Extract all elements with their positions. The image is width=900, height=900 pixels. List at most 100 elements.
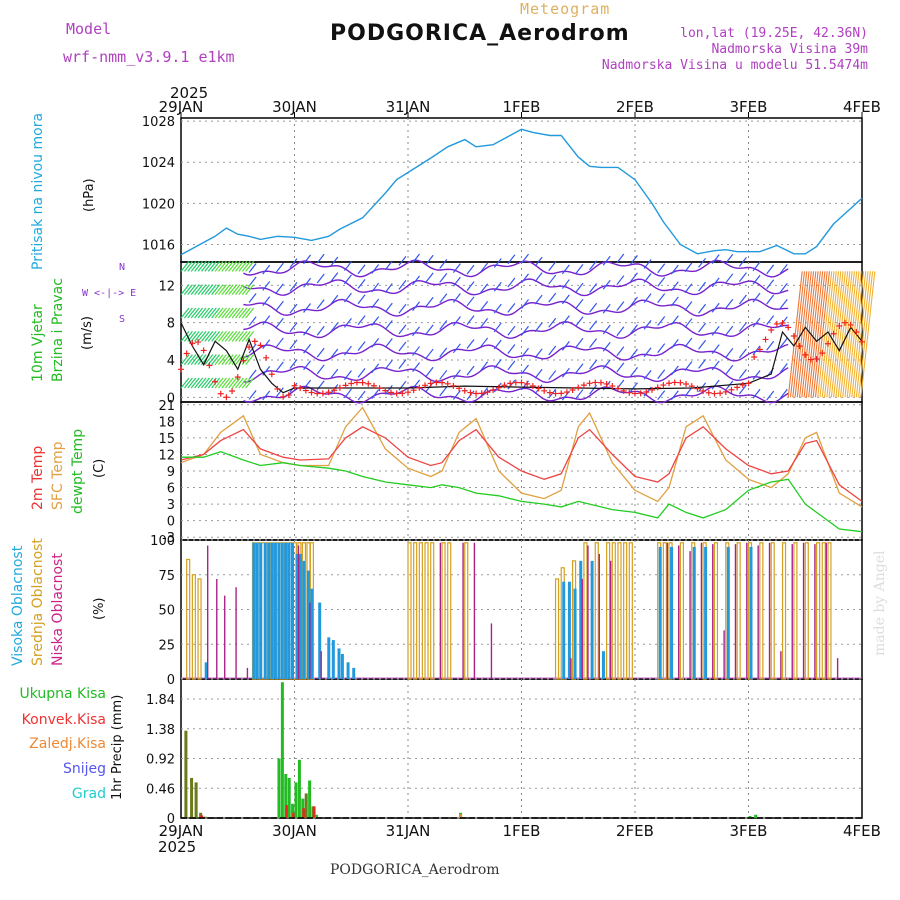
wind-barb	[602, 303, 611, 314]
wind-barb	[534, 272, 543, 283]
wind-barb	[684, 301, 693, 311]
wind-speed-marker	[405, 389, 411, 396]
wind-barb	[711, 325, 720, 336]
wind-barb	[766, 340, 775, 351]
wind-speed-marker	[359, 379, 366, 386]
coords-text: lon,lat (19.25E, 42.36N)	[680, 26, 868, 41]
wind-barb	[725, 364, 734, 375]
wind-barb	[357, 264, 366, 275]
wind-speed-marker	[387, 389, 394, 396]
cloud-high-bar	[255, 542, 259, 679]
ytick-temp: 12	[158, 448, 175, 463]
wind-barb	[779, 263, 788, 274]
wind-barb-green	[228, 284, 238, 296]
wind-speed-marker	[722, 388, 729, 395]
wind-speed-marker	[274, 385, 281, 392]
wind-speed-marker	[739, 381, 746, 388]
wind-speed-marker	[195, 339, 202, 346]
cloud-mid-bar	[606, 542, 611, 680]
wind-barb	[548, 388, 557, 399]
wind-speed-marker	[836, 322, 843, 329]
wind-barb	[657, 263, 666, 274]
cloud-high-bar	[352, 667, 356, 679]
wind-barb	[398, 380, 407, 391]
wind-barb	[343, 388, 352, 399]
wind-barb	[384, 384, 393, 395]
time-label-bottom: 3FEB	[730, 822, 768, 840]
wind-barb	[684, 262, 693, 273]
precip-freezing-bar	[459, 814, 463, 818]
wind-barb	[684, 387, 693, 397]
wind-barb	[725, 325, 734, 336]
wind-speed-marker	[620, 387, 627, 394]
wind-barb	[507, 254, 516, 265]
wind-barb	[480, 318, 489, 328]
wind-barb	[452, 316, 461, 326]
cloud-mid-bar	[191, 574, 196, 680]
wind-barb-green	[214, 377, 224, 389]
wind-barb	[752, 317, 761, 328]
wind-barb	[657, 390, 666, 400]
wind-speed-marker	[671, 379, 678, 386]
ytick-wind: 12	[158, 279, 175, 294]
cloud-mid-bar	[186, 558, 191, 680]
wind-barb	[507, 302, 516, 313]
wind-barb	[698, 281, 707, 292]
wind-barb	[575, 298, 584, 309]
wind-barb-green	[228, 377, 238, 389]
wind-speed-marker	[768, 327, 775, 334]
t2m-line	[180, 425, 863, 502]
ytick-precip: 0.46	[146, 782, 175, 797]
precip-total-bar	[754, 814, 758, 818]
wind-speed-marker	[790, 332, 797, 339]
wind-barb	[738, 348, 747, 359]
wind-barb	[398, 256, 407, 266]
wind-barb	[384, 283, 393, 293]
precip-convective-bar	[292, 812, 296, 818]
wind-barb	[289, 258, 298, 269]
time-label-top: 3FEB	[730, 98, 768, 116]
wind-speed-marker	[807, 356, 814, 363]
time-label-bottom: 4FEB	[843, 822, 881, 840]
wind-speed-marker	[416, 384, 423, 391]
precip-total-bar	[748, 816, 752, 818]
wind-barb	[521, 347, 529, 358]
wind-compass-s: S	[119, 314, 126, 325]
wind-barb-green	[228, 330, 238, 342]
cloud-high-bar	[692, 546, 696, 679]
cloud-high-bar	[263, 542, 267, 679]
ytick-cloud: 0	[167, 673, 175, 688]
wind-barb-orange	[833, 271, 849, 398]
wind-speed-marker	[183, 350, 190, 357]
wind-speed-marker	[609, 383, 616, 390]
wind-barb-green	[217, 260, 227, 272]
wind-barb	[398, 341, 407, 352]
wind-barb	[752, 261, 761, 272]
wind-barb	[275, 283, 284, 294]
cloud-mid-bar	[821, 542, 826, 680]
cloud-high-bar	[590, 560, 594, 679]
wind-speed-marker	[563, 389, 570, 396]
wind-barb-green	[224, 330, 234, 342]
wind-barb	[521, 325, 529, 336]
wind-speed-marker	[450, 382, 457, 389]
wind-barb	[303, 343, 312, 354]
cloud-high-bar	[567, 581, 571, 679]
wind-compass: W <-|-> E	[82, 288, 137, 299]
wind-barb-green	[183, 330, 193, 342]
wind-barb	[602, 324, 611, 335]
legend-snow: Snijeg	[62, 761, 106, 777]
wind-barb	[779, 388, 788, 399]
wind-barb	[425, 296, 434, 307]
wind-speed-marker	[246, 344, 253, 351]
wind-barb	[303, 254, 312, 265]
wind-barb	[643, 347, 652, 358]
wind-barb-green	[200, 284, 210, 296]
wind-barb	[738, 294, 747, 305]
cloud-high-bar	[290, 542, 294, 679]
wind-speed-marker	[178, 366, 184, 373]
wind-speed-marker	[558, 390, 565, 397]
wind-barb	[466, 365, 475, 376]
cloud-high-bar	[204, 662, 208, 679]
precip-total-bar	[314, 814, 318, 818]
